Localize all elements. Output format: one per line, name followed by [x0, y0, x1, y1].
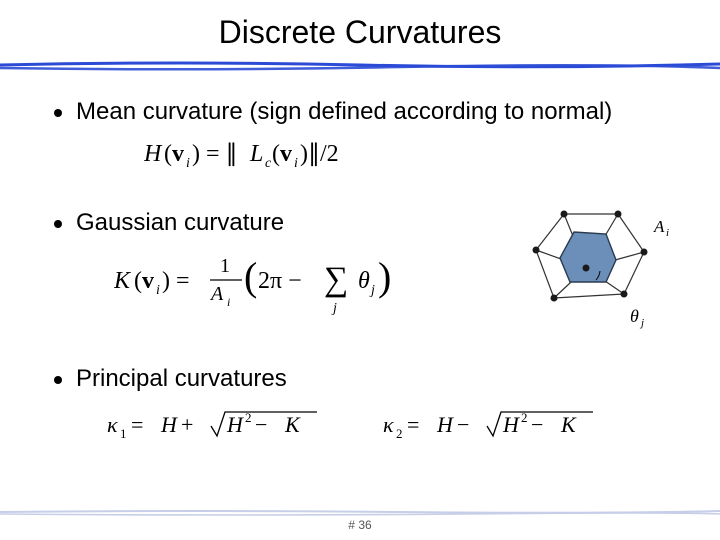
svg-text:−: − [255, 412, 267, 437]
page-number: # 36 [0, 518, 720, 532]
title-underline [0, 59, 720, 73]
svg-text:H: H [502, 412, 520, 437]
label-thetaj: θ [630, 306, 639, 326]
svg-text:i: i [156, 283, 160, 298]
svg-text:K: K [560, 412, 577, 437]
svg-text:H: H [436, 412, 454, 437]
svg-text:K: K [114, 268, 132, 294]
svg-text:j: j [331, 301, 337, 316]
slide-title: Discrete Curvatures [0, 14, 720, 51]
bullet-gaussian: Gaussian curvature [54, 208, 496, 238]
svg-text:i: i [186, 156, 190, 171]
svg-text:=: = [407, 412, 419, 437]
svg-text:1: 1 [220, 255, 230, 277]
svg-text:(: ( [272, 141, 280, 167]
svg-text:θ: θ [358, 268, 370, 294]
svg-text:c: c [265, 156, 272, 171]
svg-text:A: A [209, 283, 224, 305]
svg-text:(: ( [244, 254, 257, 299]
bullet-mean: Mean curvature (sign defined according t… [54, 97, 666, 127]
svg-text:2π −: 2π − [258, 268, 302, 294]
footer-underline [0, 504, 720, 510]
bullet-principal: Principal curvatures [54, 364, 666, 394]
svg-text:−: − [531, 412, 543, 437]
svg-text:j: j [369, 283, 375, 298]
bullet-dot-icon [54, 376, 62, 384]
bullet-dot-icon [54, 220, 62, 228]
svg-text:1: 1 [120, 426, 127, 441]
svg-text:i: i [666, 227, 669, 239]
svg-text:j: j [639, 317, 644, 329]
svg-text:v: v [280, 141, 292, 167]
svg-text:(: ( [164, 141, 172, 167]
svg-text:L: L [249, 141, 263, 167]
svg-text:−: − [457, 412, 469, 437]
svg-text:κ: κ [383, 412, 394, 437]
svg-text:i: i [294, 156, 298, 171]
svg-text:v: v [172, 141, 184, 167]
voronoi-cell [560, 232, 616, 282]
svg-text:K: K [284, 412, 301, 437]
svg-text:v: v [142, 268, 154, 294]
bullet-dot-icon [54, 109, 62, 117]
formula-kappa1: κ 1 = H + H 2 − K [107, 404, 337, 449]
vertex-neighborhood-diagram: A i θ j [496, 194, 676, 344]
svg-text:κ: κ [107, 412, 118, 437]
svg-text:2: 2 [521, 410, 528, 425]
svg-text:2: 2 [396, 426, 403, 441]
svg-text:i: i [227, 295, 230, 309]
svg-text:) =: ) = [162, 268, 190, 294]
svg-text:(: ( [134, 268, 142, 294]
svg-text:+: + [181, 412, 193, 437]
bullet-gaussian-text: Gaussian curvature [76, 208, 284, 238]
formula-mean: H ( v i ) = ∥ L c ( v i )∥/2 [144, 137, 666, 178]
svg-text:=: = [131, 412, 143, 437]
sym-H: H [144, 141, 163, 167]
svg-text:∑: ∑ [324, 261, 348, 298]
svg-text:2: 2 [245, 410, 252, 425]
svg-text:H: H [226, 412, 244, 437]
label-Ai: A [653, 217, 665, 236]
formula-kappa2: κ 2 = H − H 2 − K [383, 404, 613, 449]
svg-text:H: H [160, 412, 178, 437]
bullet-mean-text: Mean curvature (sign defined according t… [76, 97, 612, 127]
svg-text:)∥/2: )∥/2 [300, 141, 339, 167]
svg-text:): ) [378, 254, 391, 299]
bullet-principal-text: Principal curvatures [76, 364, 287, 394]
formula-gaussian: K ( v i ) = 1 A i ( 2π − ∑ j θ [114, 248, 496, 323]
svg-text:) = ∥: ) = ∥ [192, 141, 238, 167]
